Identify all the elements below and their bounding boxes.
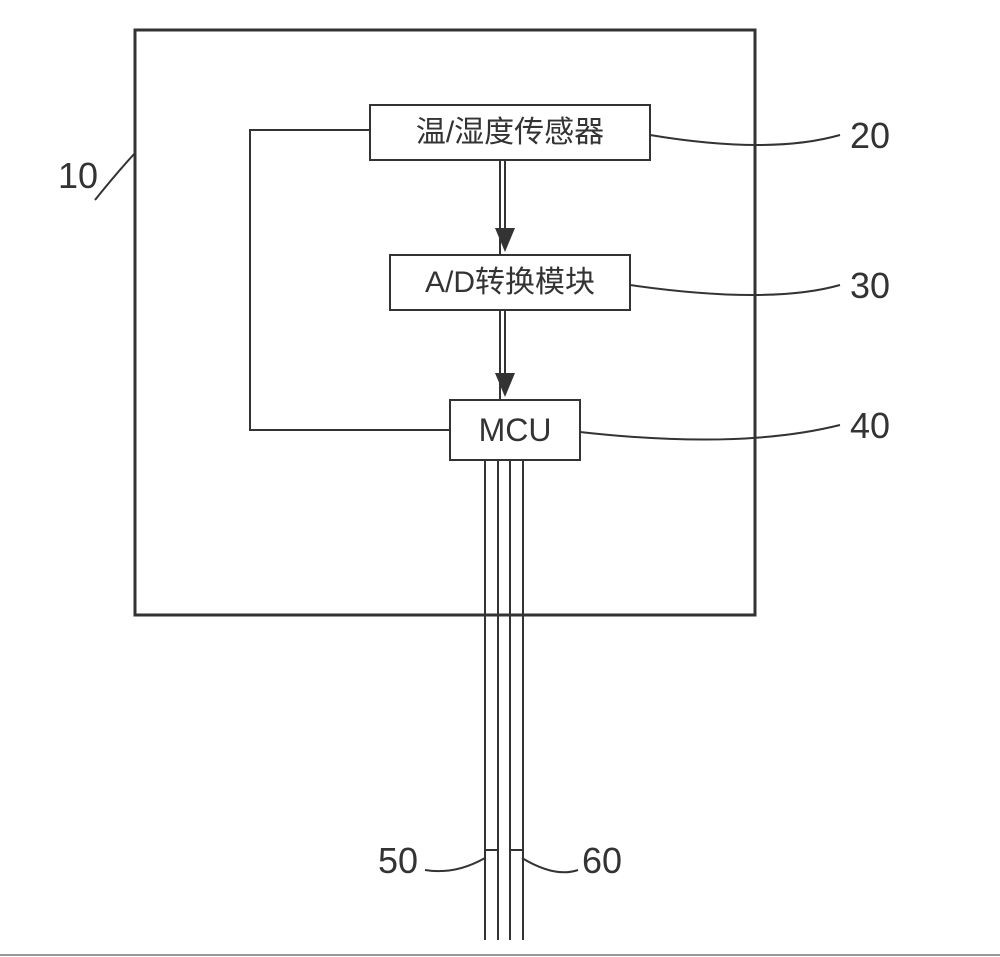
diagram-container: 温/湿度传感器 A/D转换模块 MCU 10 20 30 40 50 60 (0, 0, 1000, 957)
reference-label-10: 10 (58, 155, 98, 197)
leader-line-20 (650, 135, 840, 145)
leader-line-40 (580, 425, 840, 440)
leader-line-30 (630, 285, 840, 295)
ad-converter-label: A/D转换模块 (390, 255, 630, 310)
reference-label-30: 30 (850, 265, 890, 307)
mcu-label: MCU (450, 400, 580, 460)
sensor-label: 温/湿度传感器 (370, 105, 650, 160)
leader-line-10 (95, 153, 135, 200)
reference-label-50: 50 (378, 840, 418, 882)
reference-label-40: 40 (850, 405, 890, 447)
reference-label-60: 60 (582, 840, 622, 882)
reference-label-20: 20 (850, 115, 890, 157)
leader-line-60 (522, 858, 578, 872)
leader-line-50 (425, 858, 485, 871)
